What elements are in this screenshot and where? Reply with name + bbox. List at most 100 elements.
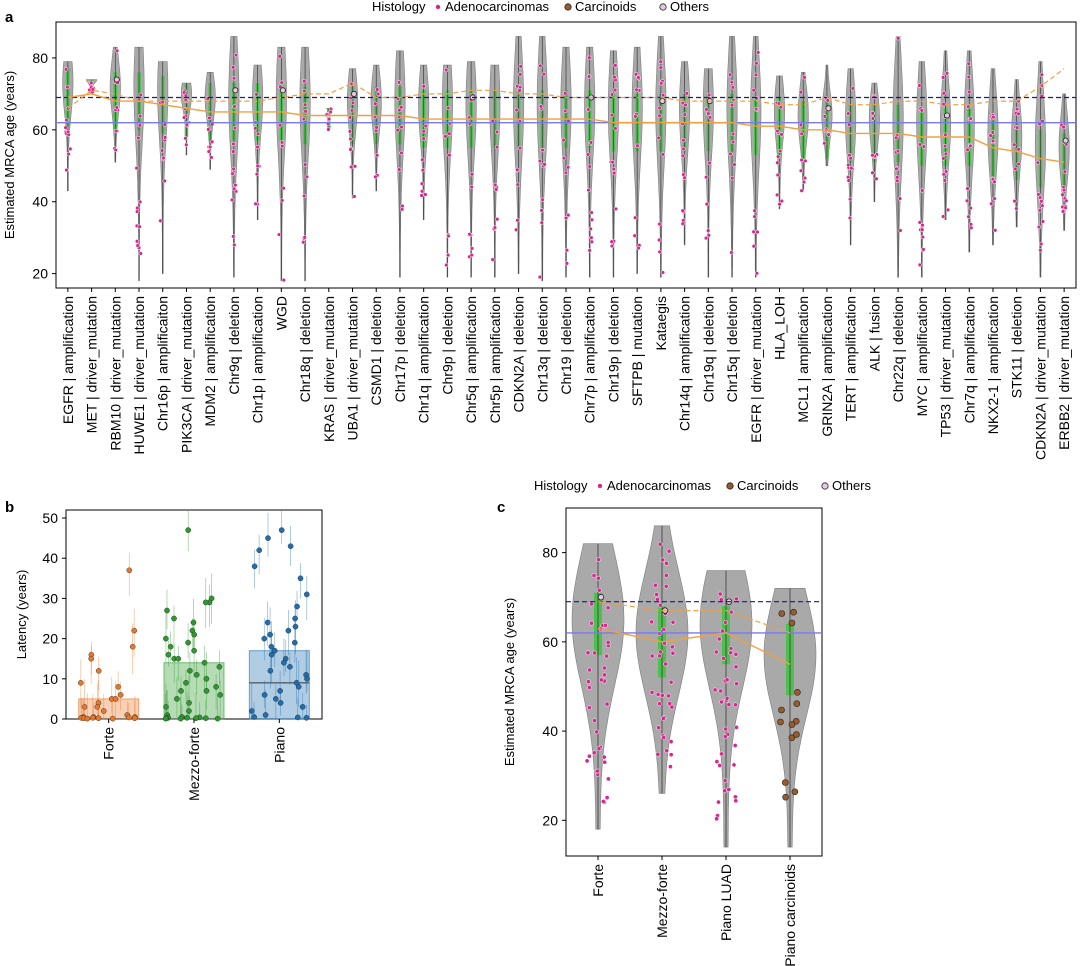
panel-c-point bbox=[604, 653, 609, 659]
panel-c-legend-title: Histology bbox=[534, 478, 588, 493]
panel-a-point bbox=[447, 153, 452, 158]
panel-a-point bbox=[376, 91, 381, 97]
panel-a-point bbox=[492, 225, 498, 230]
panel-c-point bbox=[606, 776, 611, 782]
panel-a-point bbox=[681, 138, 686, 143]
panel-a-point bbox=[756, 50, 761, 55]
panel-c-point-carcinoid bbox=[782, 793, 789, 801]
panel-b-point bbox=[285, 627, 292, 634]
panel-a-point bbox=[446, 105, 451, 111]
panel-a-legend-label: Carcinoids bbox=[575, 0, 637, 14]
panel-a-point bbox=[917, 142, 923, 147]
panel-b-point bbox=[261, 692, 268, 698]
panel-a-point bbox=[586, 107, 591, 112]
panel-c-point bbox=[649, 619, 654, 625]
panel-a-point bbox=[826, 132, 831, 137]
panel-b-point bbox=[171, 615, 177, 622]
panel-a-point bbox=[751, 229, 756, 234]
panel-a-xtick-label: PIK3CA | driver_mutation bbox=[178, 296, 194, 453]
panel-b-point bbox=[167, 643, 174, 650]
panel-c-point bbox=[598, 677, 604, 683]
panel-a-point bbox=[467, 232, 472, 237]
panel-c-point bbox=[734, 681, 739, 687]
panel-c-point bbox=[596, 575, 601, 581]
panel-a-point bbox=[539, 208, 544, 213]
panel-a-point bbox=[775, 192, 780, 198]
panel-c-point bbox=[733, 651, 739, 657]
panel-c-point bbox=[655, 596, 660, 602]
panel-a-point bbox=[636, 75, 641, 80]
panel-c-point bbox=[653, 582, 658, 588]
panel-a-point bbox=[136, 135, 141, 141]
panel-a-point-other bbox=[944, 112, 951, 119]
panel-a-point bbox=[586, 74, 592, 79]
panel-c-point bbox=[723, 619, 728, 625]
panel-a-point bbox=[469, 172, 475, 177]
panel-c-point bbox=[587, 667, 592, 673]
panel-a-point bbox=[419, 189, 425, 194]
panel-b-point bbox=[214, 715, 221, 722]
panel-b-point bbox=[126, 714, 132, 721]
panel-a-point bbox=[990, 130, 995, 135]
panel-a-point bbox=[231, 76, 237, 81]
panel-a-point bbox=[632, 233, 637, 238]
panel-a-point bbox=[373, 101, 378, 106]
panel-a-point bbox=[374, 153, 380, 158]
panel-c-point bbox=[589, 620, 594, 626]
panel-a-point bbox=[352, 164, 358, 169]
panel-a-xtick-label: Chr13q | deletion bbox=[534, 296, 550, 402]
panel-c-point bbox=[668, 764, 673, 769]
panel-c-point bbox=[726, 702, 732, 707]
panel-a-point bbox=[420, 168, 426, 173]
panel-a-point bbox=[399, 105, 404, 110]
panel-a-point bbox=[113, 147, 118, 153]
panel-a-point bbox=[682, 112, 687, 117]
panel-a-dashed-line bbox=[67, 68, 1065, 109]
panel-a-point bbox=[729, 103, 735, 108]
panel-a-point bbox=[966, 104, 971, 109]
panel-b-point bbox=[186, 700, 192, 706]
panel-a-point bbox=[658, 65, 663, 70]
panel-a-point bbox=[373, 174, 378, 180]
panel-a-point bbox=[254, 171, 260, 177]
panel-a-point bbox=[350, 100, 356, 105]
panel-a-legend-label: Others bbox=[670, 0, 710, 14]
panel-a-point bbox=[419, 181, 425, 186]
panel-a-xtick-label: RBM10 | driver_mutation bbox=[107, 296, 123, 451]
panel-c-legend-marker bbox=[726, 482, 734, 490]
panel-a-point bbox=[281, 186, 286, 191]
panel-c-xtick-label: Forte bbox=[590, 864, 606, 897]
panel-a-point bbox=[374, 125, 379, 130]
panel-a-point-other bbox=[279, 87, 286, 94]
panel-a-point bbox=[444, 262, 449, 268]
panel-a-point bbox=[803, 158, 808, 164]
panel-a-point bbox=[280, 198, 285, 203]
panel-b-plot: 0 10 20 30 40 50 Latency (years) Forte Mezzo-for… bbox=[14, 509, 323, 801]
panel-c-point bbox=[732, 743, 738, 748]
panel-a-point bbox=[303, 102, 308, 107]
panel-a-point bbox=[1016, 111, 1021, 116]
panel-a-xtick-label: SFTPB | mutation bbox=[629, 296, 645, 406]
panel-a-legend-marker bbox=[435, 4, 441, 10]
panel-a-point bbox=[917, 262, 923, 268]
panel-a-point bbox=[276, 232, 282, 237]
panel-a-point bbox=[704, 175, 709, 180]
panel-a-point bbox=[728, 151, 733, 157]
panel-c-point bbox=[594, 729, 600, 735]
panel-b-point bbox=[303, 591, 310, 598]
panel-b-point bbox=[129, 643, 136, 650]
panel-a-point bbox=[183, 136, 188, 141]
panel-c-point bbox=[668, 679, 674, 685]
panel-a-point bbox=[941, 91, 946, 96]
panel-c-point bbox=[655, 752, 661, 757]
panel-a-point bbox=[229, 197, 235, 203]
panel-c-ytick-label: 60 bbox=[542, 634, 558, 650]
panel-c-point bbox=[587, 685, 592, 690]
panel-b-point bbox=[268, 643, 275, 650]
panel-c-point bbox=[661, 627, 667, 632]
panel-c-point-carcinoid bbox=[794, 688, 801, 696]
panel-a-point bbox=[231, 234, 236, 239]
panel-c-point bbox=[657, 701, 662, 707]
panel-a-point bbox=[897, 196, 903, 201]
panel-b-point bbox=[291, 639, 298, 646]
